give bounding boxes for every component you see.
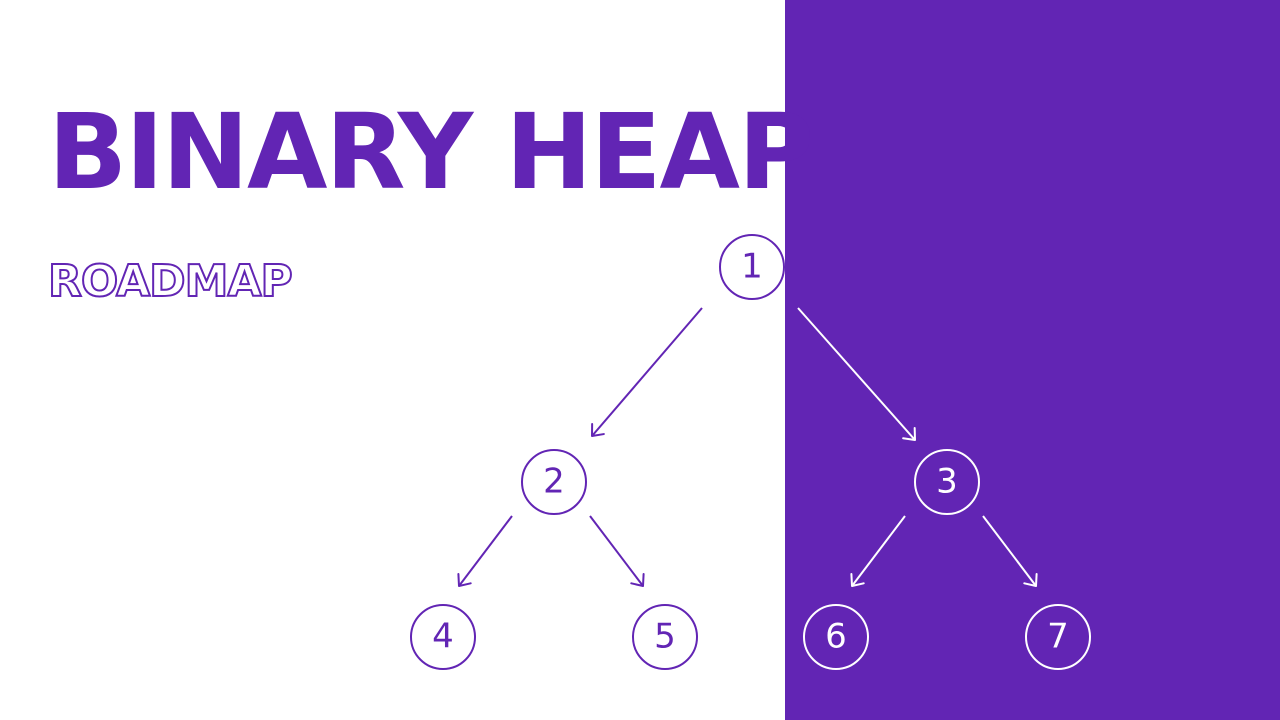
page-title: BINARY HEAP xyxy=(48,91,814,213)
node-label: 1 xyxy=(741,247,763,287)
node-circle xyxy=(914,449,980,515)
node-label: 5 xyxy=(654,617,676,657)
heap-node-1: 1 xyxy=(719,234,785,300)
edge-line xyxy=(458,515,513,587)
edge-line xyxy=(589,515,644,587)
page-subtitle: ROADMAP xyxy=(47,255,294,308)
edge-1-to-2 xyxy=(591,307,703,437)
edge-line xyxy=(982,515,1037,587)
edges-layer xyxy=(457,307,1038,587)
edge-2-to-4 xyxy=(457,515,513,587)
edge-2-to-5 xyxy=(589,515,645,587)
node-label: 3 xyxy=(936,462,958,502)
arrowhead-icon xyxy=(630,573,645,587)
edge-3-to-6 xyxy=(850,515,906,587)
edge-3-to-7 xyxy=(982,515,1038,587)
node-circle xyxy=(410,604,476,670)
edge-1-to-3 xyxy=(797,307,916,441)
node-label: 4 xyxy=(432,617,454,657)
node-circle xyxy=(803,604,869,670)
heap-node-4: 4 xyxy=(410,604,476,670)
node-circle xyxy=(632,604,698,670)
edge-line xyxy=(591,307,703,437)
heap-node-5: 5 xyxy=(632,604,698,670)
nodes-layer: 1 2 3 4 5 6 7 xyxy=(410,234,1091,670)
edge-line xyxy=(851,515,906,587)
arrowhead-icon xyxy=(1023,573,1038,587)
arrowhead-icon xyxy=(591,423,605,437)
heap-node-2: 2 xyxy=(521,449,587,515)
heap-node-7: 7 xyxy=(1025,604,1091,670)
heap-node-3: 3 xyxy=(914,449,980,515)
node-label: 2 xyxy=(543,462,565,502)
arrowhead-icon xyxy=(850,573,865,587)
purple-background-panel xyxy=(785,0,1280,720)
node-label: 7 xyxy=(1047,617,1069,657)
node-circle xyxy=(1025,604,1091,670)
arrowhead-icon xyxy=(902,427,916,441)
heap-node-6: 6 xyxy=(803,604,869,670)
node-label: 6 xyxy=(825,617,847,657)
edge-line xyxy=(797,307,916,441)
node-circle xyxy=(719,234,785,300)
arrowhead-icon xyxy=(457,573,472,587)
node-circle xyxy=(521,449,587,515)
